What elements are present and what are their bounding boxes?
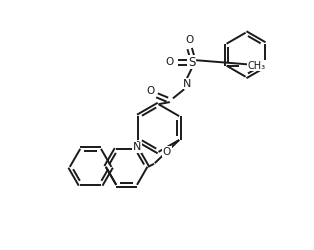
Text: CH₃: CH₃ — [247, 61, 265, 71]
Text: N: N — [133, 142, 141, 152]
Text: N: N — [182, 79, 191, 89]
Text: O: O — [147, 86, 155, 96]
Text: S: S — [188, 56, 196, 69]
Text: O: O — [163, 146, 171, 156]
Text: O: O — [186, 35, 194, 45]
Text: O: O — [165, 57, 174, 67]
